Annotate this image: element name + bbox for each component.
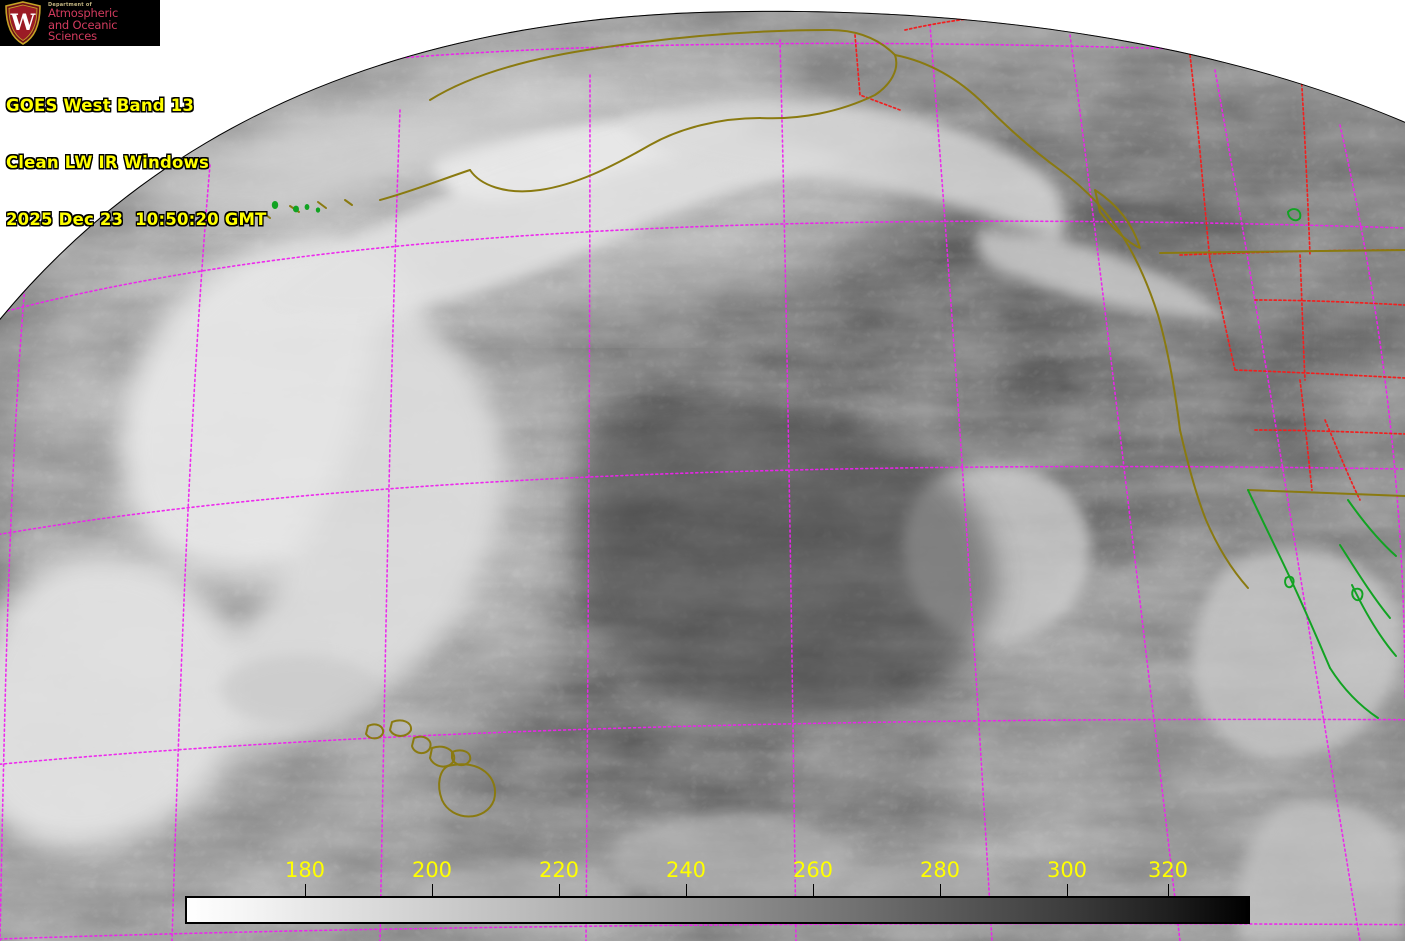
svg-text:W: W [10,10,36,36]
title-line-channel: Clean LW IR Windows [6,153,209,172]
aleutian-green-islets [271,201,321,213]
colorbar-tick-mark [940,884,941,896]
title-line-timestamp: 2025 Dec 23 10:50:20 GMT [6,210,267,229]
colorbar-tick-mark [432,884,433,896]
colorbar-tick-label: 240 [665,858,707,882]
uw-madison-aos-logo: W Department of Atmospheric and Oceanic … [0,0,160,46]
colorbar-tick-label: 300 [1046,858,1088,882]
logo-dept-line: Department of [48,1,92,8]
title-line-product: GOES West Band 13 [6,96,195,115]
colorbar-tick-mark [305,884,306,896]
colorbar-ticks [0,884,1405,896]
colorbar-tick-mark [686,884,687,896]
colorbar-tick-mark [559,884,560,896]
colorbar-tick-label: 320 [1147,858,1189,882]
logo-line-1: Atmospheric [48,5,119,20]
colorbar-tick-mark [813,884,814,896]
colorbar-labels: 180 200 220 240 260 280 300 320 [0,858,1405,884]
coastline-mexico [1247,208,1397,719]
colorbar-gradient [185,896,1250,924]
colorbar-tick-label: 280 [919,858,961,882]
colorbar-tick-label: 260 [792,858,834,882]
coastline-usa-canada-alaska [261,29,1405,818]
colorbar-tick-label: 200 [411,858,453,882]
image-title-overlay: GOES West Band 13 Clean LW IR Windows 20… [6,58,267,267]
colorbar-tick-mark [1067,884,1068,896]
uw-madison-crest-icon: W [5,1,41,45]
colorbar-tick-label: 180 [284,858,326,882]
colorbar-tick-label: 220 [538,858,580,882]
logo-line-2: and Oceanic Sciences [48,17,118,44]
colorbar-tick-mark [1168,884,1169,896]
